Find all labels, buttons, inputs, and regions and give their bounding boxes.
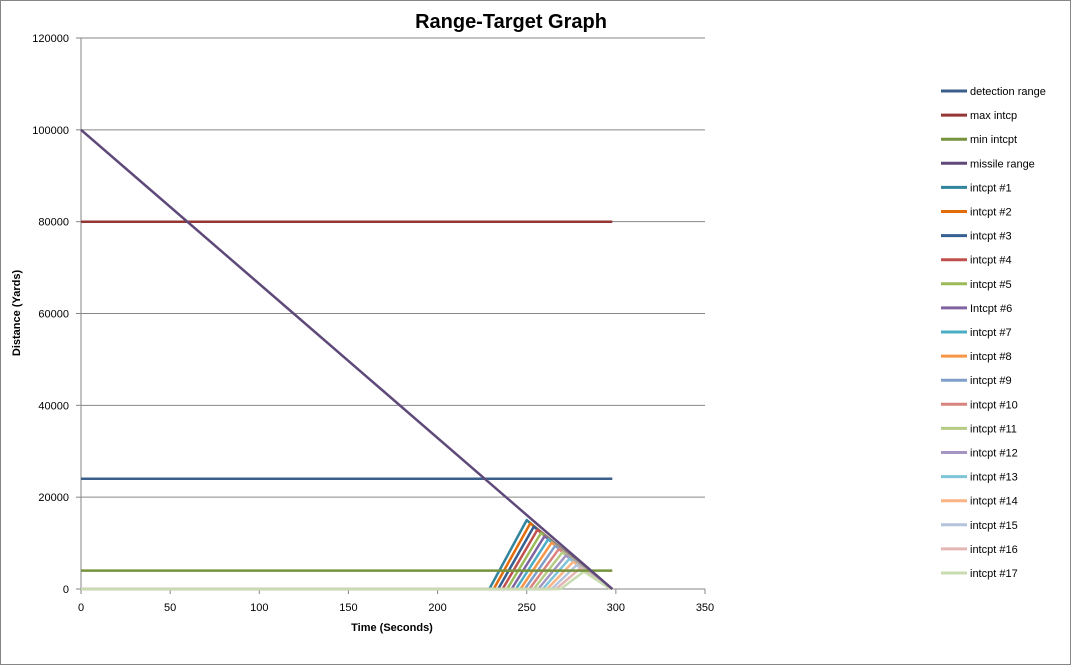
- x-tick-label: 300: [607, 602, 625, 614]
- legend-label-min-intcpt: min intcpt: [970, 134, 1017, 146]
- y-tick-label: 40000: [38, 400, 69, 412]
- x-tick-label: 200: [428, 602, 446, 614]
- legend-label-detection-range: detection range: [970, 86, 1046, 98]
- x-tick-label: 0: [78, 602, 84, 614]
- y-tick-label: 100000: [32, 125, 69, 137]
- legend-label-missile-range: missile range: [970, 158, 1035, 170]
- axes: [76, 37, 706, 594]
- legend-label-intcpt-1: intcpt #1: [970, 182, 1012, 194]
- legend: detection range max intcp min intcpt missil…: [941, 86, 1046, 580]
- x-tick-label: 350: [696, 602, 714, 614]
- plot-area: [80, 128, 614, 591]
- y-tick-labels: 0 20000 40000 60000 80000 100000 120000: [32, 33, 69, 596]
- legend-label-intcpt-15: intcpt #15: [970, 520, 1018, 532]
- legend-label-intcpt-17: intcpt #17: [970, 568, 1018, 580]
- y-tick-label: 60000: [38, 309, 69, 321]
- chart-title: Range-Target Graph: [415, 11, 607, 33]
- legend-label-intcpt-9: intcpt #9: [970, 375, 1012, 387]
- series-line-intcpt-10: [81, 547, 612, 591]
- y-tick-label: 120000: [32, 33, 69, 45]
- legend-label-max-intcp: max intcp: [970, 110, 1017, 122]
- legend-label-intcpt-7: intcpt #7: [970, 327, 1012, 339]
- legend-label-intcpt-13: intcpt #13: [970, 472, 1018, 484]
- series-line-missile-range: [80, 128, 614, 590]
- legend-label-intcpt-4: intcpt #4: [970, 255, 1012, 267]
- series-line-intcpt-17: [81, 570, 612, 591]
- y-tick-label: 80000: [38, 217, 69, 229]
- y-tick-label: 20000: [38, 492, 69, 504]
- legend-label-intcpt-12: intcpt #12: [970, 448, 1018, 460]
- legend-label-intcpt-8: intcpt #8: [970, 351, 1012, 363]
- legend-label-intcpt-3: intcpt #3: [970, 231, 1012, 243]
- legend-label-intcpt-14: intcpt #14: [970, 496, 1018, 508]
- x-tick-label: 150: [339, 602, 357, 614]
- x-tick-label: 100: [250, 602, 268, 614]
- legend-label-intcpt-5: intcpt #5: [970, 279, 1012, 291]
- x-tick-label: 250: [518, 602, 536, 614]
- x-tick-labels: 0 50 100 150 200 250 300 350: [78, 602, 714, 614]
- legend-label-intcpt-11: intcpt #11: [970, 423, 1017, 435]
- x-tick-label: 50: [164, 602, 176, 614]
- gridlines: [81, 37, 705, 498]
- y-tick-label: 0: [63, 584, 69, 596]
- legend-label-intcpt-10: intcpt #10: [970, 399, 1018, 411]
- legend-label-intcpt-16: intcpt #16: [970, 544, 1018, 556]
- y-axis-label: Distance (Yards): [11, 270, 23, 357]
- legend-label-intcpt-2: intcpt #2: [970, 207, 1012, 219]
- x-axis-label: Time (Seconds): [351, 622, 433, 634]
- legend-label-intcpt-6: Intcpt #6: [970, 303, 1012, 315]
